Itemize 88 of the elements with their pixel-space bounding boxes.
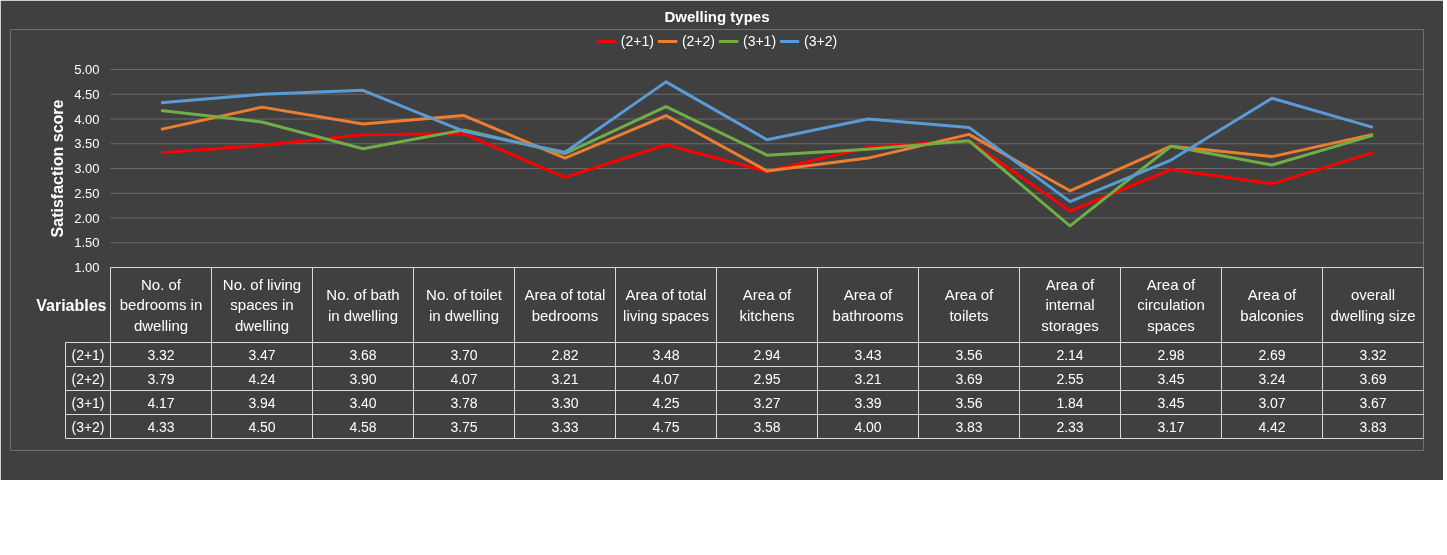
data-label: 3.33 [551,418,579,435]
text: (3+2) [71,418,105,435]
legend-label: (2+2) [681,33,715,49]
data-label: 3.48 [652,346,680,363]
chart-title: Dwelling types [664,7,770,25]
data-label: 2.98 [1157,346,1185,363]
data-label: 3.30 [551,394,579,411]
data-label: 3.67 [1359,394,1387,411]
data-label: 4.17 [147,394,175,411]
y-tick-label: 5.00 [74,62,100,77]
data-label: 4.24 [248,370,276,387]
legend-label: (3+2) [804,33,838,49]
data-label: 3.83 [1359,418,1387,435]
text: (3+1) [71,394,105,411]
data-label: 3.70 [450,346,478,363]
x-tick-label: No. of bedrooms in dwelling [119,276,203,334]
x-tick-label: No. of bath in dwelling [326,286,400,324]
data-label: 3.32 [147,346,175,363]
data-label: 3.58 [753,418,781,435]
x-axis-title: Variables [36,296,107,314]
data-label: 4.07 [450,370,478,387]
x-tick-label: Area of internal storages [1041,276,1099,334]
x-tick-label: Area of balconies [1240,286,1304,324]
data-label: 3.32 [1359,346,1387,363]
data-label: 3.56 [955,346,983,363]
data-label: 3.24 [1258,370,1286,387]
x-tick-label: No. of living spaces in dwelling [222,276,302,334]
data-label: 4.58 [349,418,377,435]
x-tick-label: Area of bathrooms [832,286,904,324]
data-label: 3.94 [248,394,276,411]
y-tick-label: 4.00 [74,111,100,127]
x-tick-label: Area of circulation spaces [1137,276,1205,334]
data-label: 4.25 [652,394,680,411]
data-label: 4.33 [147,418,175,435]
y-tick-label: 1.00 [74,260,100,275]
text: (2+2) [71,370,105,387]
data-label: 2.94 [753,346,781,363]
data-label: 3.56 [955,394,983,411]
data-label: 2.14 [1056,346,1084,363]
y-tick-label: 3.50 [74,136,100,152]
x-tick-label: Area of kitchens [739,286,795,324]
line-series [159,80,1375,204]
line-series [159,105,1375,228]
data-label: 3.43 [854,346,882,363]
legend-label: (2+1) [620,33,654,49]
data-label: 3.90 [349,370,377,387]
x-tick-label: overall dwelling size [1330,286,1416,324]
x-tick-label: No. of toilet in dwelling [426,286,503,324]
x-tick-label: Area of total living spaces [623,286,709,324]
data-label: 3.83 [955,418,983,435]
data-label: 3.79 [147,370,175,387]
data-label: 4.50 [248,418,276,435]
y-tick-label: 4.50 [74,86,100,102]
data-label: 2.33 [1056,418,1084,435]
data-label: 3.75 [450,418,478,435]
legend-label: (3+1) [743,33,777,49]
data-label: 3.17 [1157,418,1185,435]
y-axis-title: Satisfaction score [49,99,67,238]
data-label: 4.00 [854,418,882,435]
data-label: 3.07 [1258,394,1286,411]
data-label: 3.45 [1157,370,1185,387]
data-label: 3.47 [248,346,276,363]
y-tick-label: 1.50 [74,235,100,251]
data-label: 2.55 [1056,370,1084,387]
data-label: 4.07 [652,370,680,387]
data-label: 2.95 [753,370,781,387]
line-series [159,105,1375,193]
data-label: 2.69 [1258,346,1286,363]
data-label: 3.40 [349,394,377,411]
data-label: 3.69 [955,370,983,387]
data-label: 4.42 [1258,418,1286,435]
data-label: 3.78 [450,394,478,411]
data-label: 2.82 [551,346,579,363]
y-tick-label: 2.50 [74,185,100,201]
y-tick-label: 3.00 [74,161,100,176]
x-tick-label: Area of total bedrooms [524,286,606,324]
data-label: 1.84 [1056,394,1084,411]
data-label: 3.68 [349,346,377,363]
text: (2+1) [71,346,105,363]
data-label: 3.21 [854,370,882,387]
x-tick-label: Area of toilets [944,286,995,324]
y-tick-label: 2.00 [74,210,100,226]
data-label: 3.27 [753,394,781,411]
data-label: 3.69 [1359,370,1387,387]
data-label: 4.75 [652,418,680,435]
data-label: 3.21 [551,370,579,387]
data-label: 3.45 [1157,394,1185,411]
data-label: 3.39 [854,394,882,411]
